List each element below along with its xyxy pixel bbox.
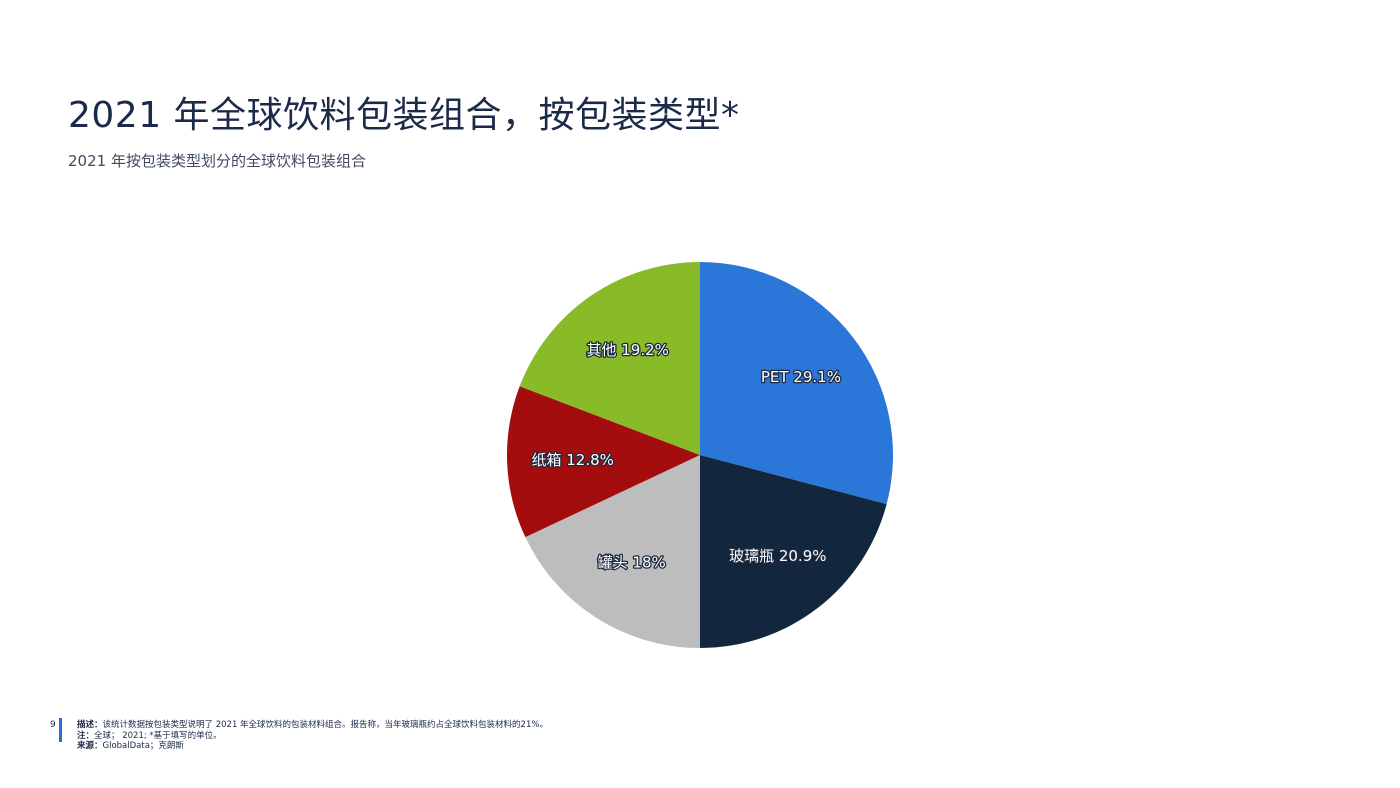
- page-number: 9: [50, 720, 56, 730]
- note-line: 注：全球； 2021; *基于填写的单位。: [77, 731, 548, 742]
- source-label: 来源：: [77, 741, 103, 751]
- page-subtitle: 2021 年按包装类型划分的全球饮料包装组合: [68, 152, 366, 170]
- note-label: 注：: [77, 730, 95, 741]
- pie-slice-5: [519, 262, 700, 455]
- pie-slices: [506, 262, 893, 648]
- source-line: 来源：GlobalData；克朗斯: [77, 741, 548, 752]
- pie-slice-4: [506, 386, 700, 538]
- pie-labels: PET 29.1% 玻璃瓶 20.9% 罐头 18% 纸箱 12.8% 其他 19.2%: [530, 340, 842, 573]
- page-title: 2021 年全球饮料包装组合，按包装类型*: [68, 95, 740, 136]
- pie-label-5: 其他 19.2%: [586, 341, 668, 359]
- pie-slice-2: [700, 455, 887, 648]
- pie-slice-1: [700, 262, 893, 505]
- description-line: 描述：该统计数据按包装类型说明了 2021 年全球饮料的包装材料组合。报告称，当…: [77, 720, 548, 731]
- footer-accent-bar: [59, 718, 62, 742]
- note-text: 全球； 2021; *基于填写的单位。: [94, 730, 222, 741]
- footer-notes: 描述：该统计数据按包装类型说明了 2021 年全球饮料的包装材料组合。报告称，当…: [77, 720, 548, 752]
- pie-label-4: 纸箱 12.8%: [531, 451, 613, 469]
- footer: 9 描述：该统计数据按包装类型说明了 2021 年全球饮料的包装材料组合。报告称…: [50, 718, 750, 758]
- description-text: 该统计数据按包装类型说明了 2021 年全球饮料的包装材料组合。报告称，当年玻璃…: [102, 720, 548, 730]
- pie-chart: PET 29.1% 玻璃瓶 20.9% 罐头 18% 纸箱 12.8% 其他 19.2%: [506, 262, 893, 648]
- pie-label-2: 玻璃瓶 20.9%: [729, 547, 826, 565]
- description-label: 描述：: [77, 720, 103, 730]
- pie-label-3: 罐头 18%: [598, 554, 666, 572]
- pie-slice-3: [525, 455, 700, 648]
- source-text: GlobalData；克朗斯: [102, 741, 184, 751]
- pie-label-1: PET 29.1%: [761, 368, 841, 386]
